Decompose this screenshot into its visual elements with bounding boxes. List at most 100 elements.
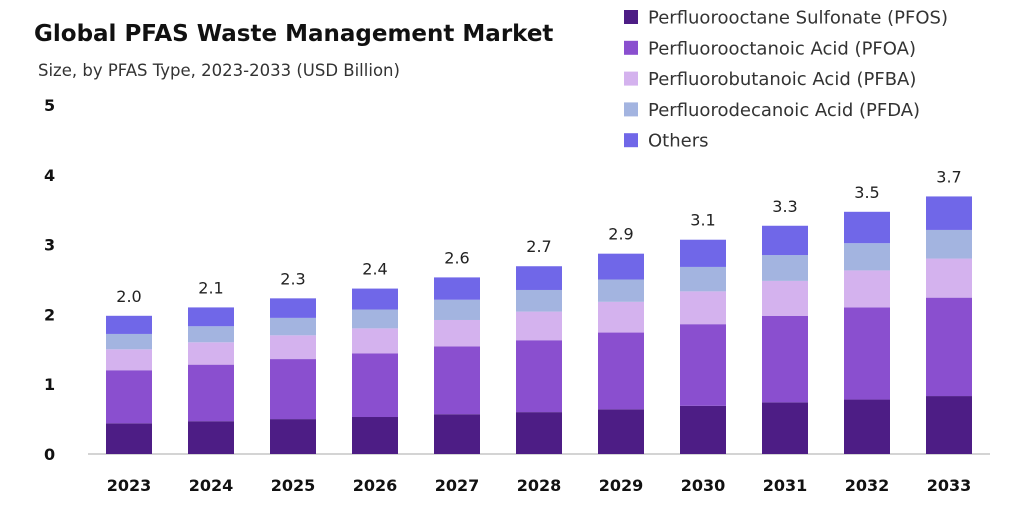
bar-segment-2027-series-4	[434, 277, 480, 300]
bar-segment-2025-series-2	[270, 335, 316, 360]
bar-segment-2031-series-1	[762, 315, 808, 403]
bar-segment-2028-series-0	[516, 412, 562, 454]
bar-segment-2024-series-2	[188, 342, 234, 365]
x-tick-label: 2025	[271, 476, 316, 495]
total-label: 3.5	[854, 183, 879, 202]
total-label: 2.1	[198, 278, 223, 297]
bar-segment-2030-series-4	[680, 239, 726, 267]
bar-segment-2028-series-4	[516, 266, 562, 290]
bar-segment-2032-series-2	[844, 270, 890, 308]
total-labels: 2.0 2.1 2.3 2.4 2.6 2.7 2.9 3.1 3.3 3.5 3.7	[116, 167, 961, 305]
chart-subtitle: Size, by PFAS Type, 2023-2033 (USD Billi…	[38, 61, 400, 80]
bar-segment-2029-series-3	[598, 279, 644, 302]
bar-segment-2027-series-2	[434, 319, 480, 347]
legend-item: Others	[624, 131, 709, 152]
bar-segment-2027-series-0	[434, 414, 480, 454]
bar-segment-2026-series-0	[352, 417, 398, 454]
bar-segment-2030-series-1	[680, 324, 726, 406]
bar-segment-2032-series-3	[844, 243, 890, 271]
x-tick-label: 2031	[763, 476, 808, 495]
total-label: 2.4	[362, 260, 387, 279]
legend: Perfluorooctane Sulfonate (PFOS) Perfluor…	[624, 8, 948, 152]
legend-swatch	[624, 40, 638, 55]
bar-segment-2024-series-1	[188, 364, 234, 422]
bar-segment-2027-series-3	[434, 299, 480, 320]
bar-segment-2023-series-1	[106, 370, 152, 424]
x-tick-label: 2023	[107, 476, 152, 495]
legend-swatch	[624, 102, 638, 117]
legend-swatch	[624, 10, 638, 24]
bar-segment-2030-series-0	[680, 405, 726, 454]
legend-item: Perfluorodecanoic Acid (PFDA)	[624, 100, 920, 121]
bar-segment-2033-series-1	[926, 297, 972, 397]
bar-stack-2028	[516, 266, 562, 454]
total-label: 3.7	[936, 167, 961, 186]
chart-title: Global PFAS Waste Management Market	[34, 21, 553, 47]
legend-swatch	[624, 133, 638, 148]
x-tick-label: 2032	[845, 476, 890, 495]
bar-segment-2026-series-4	[352, 288, 398, 310]
total-label: 3.1	[690, 211, 715, 230]
total-label: 3.3	[772, 197, 797, 216]
bar-segment-2030-series-3	[680, 266, 726, 292]
y-axis: 0 1 2 3 4 5	[44, 96, 55, 464]
bar-segment-2026-series-3	[352, 309, 398, 329]
legend-label: Perfluorooctanoic Acid (PFOA)	[648, 38, 916, 59]
y-tick-label: 4	[44, 166, 55, 185]
bar-stack-2032	[844, 211, 890, 454]
total-label: 2.6	[444, 248, 469, 267]
bar-segment-2023-series-0	[106, 423, 152, 454]
bar-segment-2033-series-0	[926, 396, 972, 454]
bar-stack-2023	[106, 315, 152, 454]
bar-segment-2023-series-2	[106, 349, 152, 371]
bar-stack-2027	[434, 277, 480, 454]
bar-segment-2025-series-1	[270, 359, 316, 420]
bars	[106, 196, 972, 454]
bar-stack-2024	[188, 307, 234, 454]
total-label: 2.3	[280, 269, 305, 288]
bar-segment-2028-series-1	[516, 340, 562, 413]
bar-segment-2028-series-3	[516, 289, 562, 312]
bar-segment-2024-series-4	[188, 307, 234, 327]
y-tick-label: 2	[44, 305, 55, 324]
bar-segment-2023-series-3	[106, 333, 152, 350]
bar-segment-2028-series-2	[516, 311, 562, 341]
bar-segment-2025-series-0	[270, 419, 316, 454]
bar-stack-2030	[680, 239, 726, 454]
bar-segment-2029-series-1	[598, 332, 644, 410]
x-tick-label: 2024	[189, 476, 234, 495]
bar-segment-2029-series-4	[598, 253, 644, 280]
bar-stack-2025	[270, 298, 316, 454]
bar-stack-2029	[598, 253, 644, 454]
bar-segment-2032-series-0	[844, 399, 890, 454]
bar-segment-2023-series-4	[106, 315, 152, 334]
bar-segment-2032-series-1	[844, 307, 890, 400]
legend-swatch	[624, 71, 638, 86]
x-tick-label: 2033	[927, 476, 972, 495]
bar-stack-2031	[762, 225, 808, 454]
total-label: 2.7	[526, 237, 551, 256]
total-label: 2.0	[116, 287, 141, 306]
bar-segment-2031-series-3	[762, 255, 808, 281]
x-tick-label: 2027	[435, 476, 480, 495]
bar-segment-2025-series-4	[270, 298, 316, 318]
bar-segment-2033-series-4	[926, 196, 972, 230]
bar-segment-2026-series-1	[352, 353, 398, 418]
bar-segment-2030-series-2	[680, 291, 726, 325]
total-label: 2.9	[608, 225, 633, 244]
bar-stack-2033	[926, 196, 972, 454]
x-tick-label: 2029	[599, 476, 644, 495]
bar-segment-2031-series-0	[762, 402, 808, 454]
legend-label: Others	[648, 131, 709, 152]
bar-segment-2031-series-4	[762, 225, 808, 256]
y-tick-label: 3	[44, 236, 55, 255]
y-tick-label: 1	[44, 375, 55, 394]
bar-segment-2025-series-3	[270, 317, 316, 336]
x-tick-label: 2030	[681, 476, 726, 495]
legend-label: Perfluorobutanoic Acid (PFBA)	[648, 69, 916, 90]
x-axis: 2023 2024 2025 2026 2027 2028 2029 2030 2031 2032…	[107, 476, 972, 495]
bar-segment-2029-series-0	[598, 409, 644, 454]
bar-stack-2026	[352, 288, 398, 454]
bar-segment-2033-series-2	[926, 258, 972, 298]
